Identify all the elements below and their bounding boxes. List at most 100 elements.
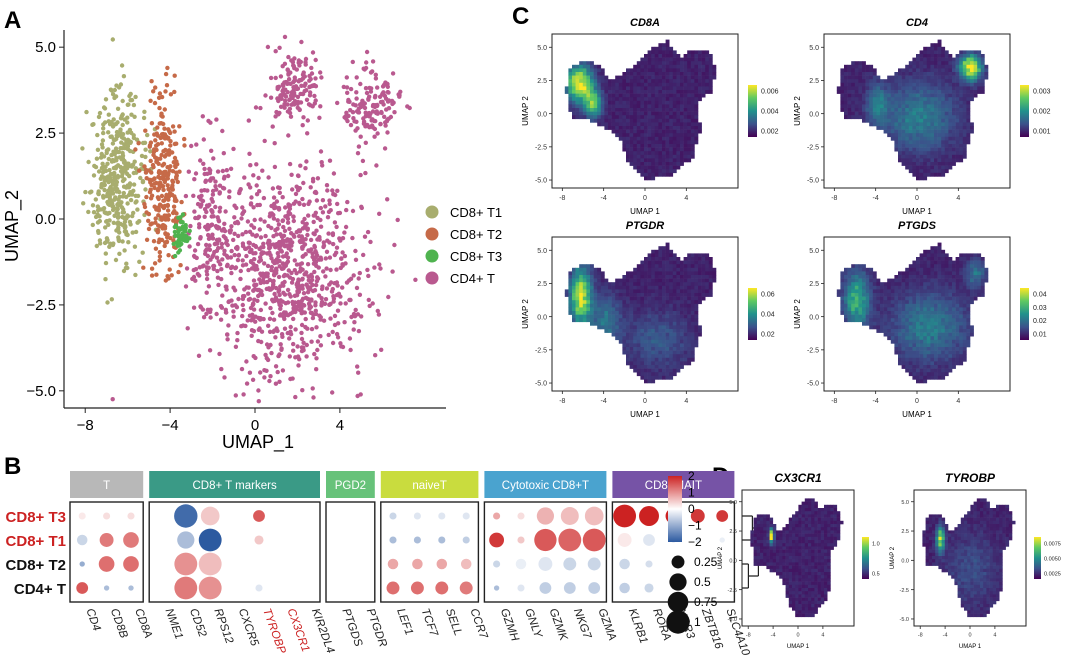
feature-cell [901, 140, 906, 145]
feature-cell [690, 68, 695, 73]
feature-cell [665, 372, 670, 377]
umap-point [164, 134, 169, 139]
feature-cell [618, 325, 623, 330]
feature-cell [894, 79, 899, 84]
feature-cell [662, 350, 666, 355]
feature-cell [647, 140, 652, 145]
umap-point [222, 221, 227, 226]
feature-cell [669, 93, 674, 98]
umap-point [204, 290, 209, 295]
feature-cell [600, 296, 605, 301]
feature-cell [662, 154, 666, 159]
dot [231, 512, 239, 520]
feature-cell [916, 115, 920, 120]
feature-cell [966, 64, 971, 69]
feature-cell [919, 90, 924, 94]
feature-cell [858, 100, 863, 105]
feature-cell [683, 122, 688, 127]
feature-cell [644, 296, 648, 301]
feature-cell [680, 82, 684, 87]
umap-point [126, 185, 132, 190]
umap-point [217, 209, 222, 214]
umap-point [250, 377, 256, 382]
feature-cell [862, 111, 866, 116]
feature-cell [636, 296, 641, 301]
feature-cell [633, 97, 638, 102]
feature-cell [948, 154, 953, 159]
feature-cell [640, 133, 645, 138]
feature-cell [687, 115, 692, 120]
feature-cell [937, 39, 942, 44]
dot [157, 560, 165, 568]
feature-cell [633, 311, 638, 315]
feature-cell [611, 300, 616, 305]
umap-point [283, 205, 288, 210]
feature-cell [615, 100, 620, 105]
feature-cell [901, 68, 906, 73]
feature-cell [604, 115, 609, 120]
feature-cell [930, 68, 935, 73]
umap-point [295, 173, 301, 178]
feature-cell [651, 82, 656, 87]
umap-point [193, 267, 199, 272]
feature-cell [680, 90, 684, 94]
feature-cell [683, 111, 688, 116]
feature-cell [980, 86, 985, 91]
feature-cell [680, 75, 684, 80]
feature-cell [618, 136, 623, 141]
feature-cell [647, 126, 652, 130]
umap-point [106, 112, 112, 117]
feature-cell [665, 86, 670, 91]
umap-point [97, 110, 103, 116]
umap-point [86, 209, 91, 215]
feature-cell [923, 79, 928, 84]
feature-cell [586, 293, 591, 297]
feature-cell [941, 133, 946, 138]
feature-cell [672, 126, 677, 130]
feature-cell [919, 158, 924, 163]
feature-cell [654, 147, 659, 152]
umap-point [276, 274, 282, 280]
feature-cell [923, 172, 928, 177]
umap-point [354, 285, 360, 291]
feature-cell [575, 93, 580, 98]
feature-cell [629, 108, 634, 112]
feature-cell [973, 61, 978, 66]
umap-point [284, 243, 290, 248]
feature-cell [869, 108, 874, 112]
feature-cell [952, 147, 956, 152]
umap-ytick-label: −2.5 [26, 297, 56, 314]
gene-label: ZBTB16 [699, 606, 725, 651]
feature-cell [840, 108, 845, 112]
feature-cell [582, 267, 587, 272]
feature-cell [629, 158, 634, 163]
feature-cell [977, 54, 982, 58]
feature-cell [912, 115, 917, 120]
feature-cell [669, 90, 674, 94]
dot [462, 512, 470, 520]
feature-cell [662, 329, 666, 333]
feature-cell [658, 90, 663, 94]
dot [639, 506, 659, 526]
feature-cell [908, 129, 913, 134]
feature-cell [898, 158, 902, 163]
umap-point [205, 204, 210, 209]
umap-point [124, 194, 129, 200]
feature-cell [977, 90, 982, 94]
feature-cell [872, 82, 877, 87]
feature-cell [662, 361, 666, 366]
feature-cell [626, 136, 630, 141]
feature-cell [651, 75, 656, 80]
feature-cell [604, 122, 609, 127]
feature-cell [959, 122, 964, 127]
feature-cell [651, 108, 656, 112]
umap-point [226, 173, 231, 179]
feature-cell [662, 339, 666, 344]
feature-cell [665, 368, 670, 373]
feature-cell [669, 293, 674, 297]
umap-point [114, 158, 119, 163]
feature-cell [629, 154, 634, 159]
feature-cell [919, 140, 924, 145]
umap-point [254, 282, 259, 287]
umap-point [323, 297, 329, 302]
